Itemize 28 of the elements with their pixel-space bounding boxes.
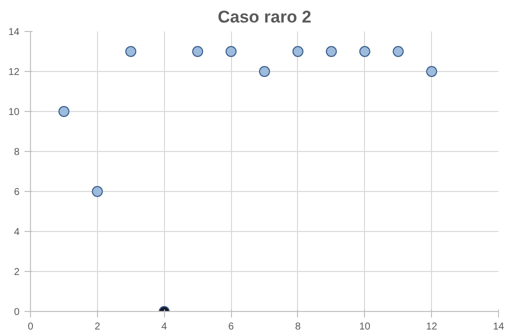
x-tick-label: 0 <box>28 322 34 332</box>
x-tick-label: 6 <box>228 322 234 332</box>
point <box>192 46 204 57</box>
point <box>125 46 136 57</box>
point <box>426 66 438 77</box>
x-tick-label: 4 <box>161 322 168 332</box>
point <box>392 46 404 57</box>
y-tick-label: 6 <box>14 187 20 198</box>
x-tick-label: 12 <box>426 322 438 332</box>
point <box>292 46 304 57</box>
y-tick-label: 8 <box>14 147 20 158</box>
y-tick-label: 12 <box>8 67 20 78</box>
chart-title: Caso raro 2 <box>218 8 312 26</box>
point <box>259 66 270 77</box>
x-tick-label: 10 <box>359 322 371 332</box>
x-tick-label: 14 <box>492 322 504 332</box>
y-tick-label: 4 <box>14 227 20 238</box>
x-tick-label: 2 <box>94 322 101 332</box>
point <box>226 46 237 57</box>
point <box>58 106 70 117</box>
point <box>92 186 103 197</box>
y-tick-label: 14 <box>8 27 20 38</box>
y-tick-label: 2 <box>14 267 20 278</box>
y-tick-label: 0 <box>14 307 20 318</box>
point <box>359 46 370 57</box>
point <box>326 46 337 57</box>
y-tick-label: 10 <box>8 107 20 118</box>
x-tick-label: 8 <box>295 322 302 332</box>
